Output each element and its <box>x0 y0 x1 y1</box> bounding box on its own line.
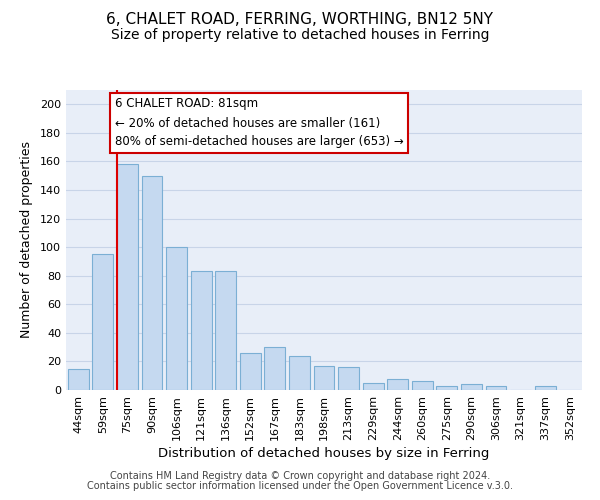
Bar <box>215 272 236 390</box>
Bar <box>387 378 408 390</box>
Bar <box>265 347 286 390</box>
Bar <box>338 367 359 390</box>
X-axis label: Distribution of detached houses by size in Ferring: Distribution of detached houses by size … <box>158 447 490 460</box>
Bar <box>412 382 433 390</box>
Bar <box>436 386 457 390</box>
Text: Contains public sector information licensed under the Open Government Licence v.: Contains public sector information licen… <box>87 481 513 491</box>
Bar <box>240 353 261 390</box>
Y-axis label: Number of detached properties: Number of detached properties <box>20 142 33 338</box>
Text: 6 CHALET ROAD: 81sqm
← 20% of detached houses are smaller (161)
80% of semi-deta: 6 CHALET ROAD: 81sqm ← 20% of detached h… <box>115 98 404 148</box>
Bar <box>362 383 383 390</box>
Text: Contains HM Land Registry data © Crown copyright and database right 2024.: Contains HM Land Registry data © Crown c… <box>110 471 490 481</box>
Bar <box>166 247 187 390</box>
Bar <box>461 384 482 390</box>
Bar <box>535 386 556 390</box>
Bar <box>191 272 212 390</box>
Bar <box>289 356 310 390</box>
Bar <box>68 368 89 390</box>
Bar <box>117 164 138 390</box>
Text: Size of property relative to detached houses in Ferring: Size of property relative to detached ho… <box>111 28 489 42</box>
Bar <box>92 254 113 390</box>
Text: 6, CHALET ROAD, FERRING, WORTHING, BN12 5NY: 6, CHALET ROAD, FERRING, WORTHING, BN12 … <box>107 12 493 28</box>
Bar <box>142 176 163 390</box>
Bar <box>314 366 334 390</box>
Bar <box>485 386 506 390</box>
